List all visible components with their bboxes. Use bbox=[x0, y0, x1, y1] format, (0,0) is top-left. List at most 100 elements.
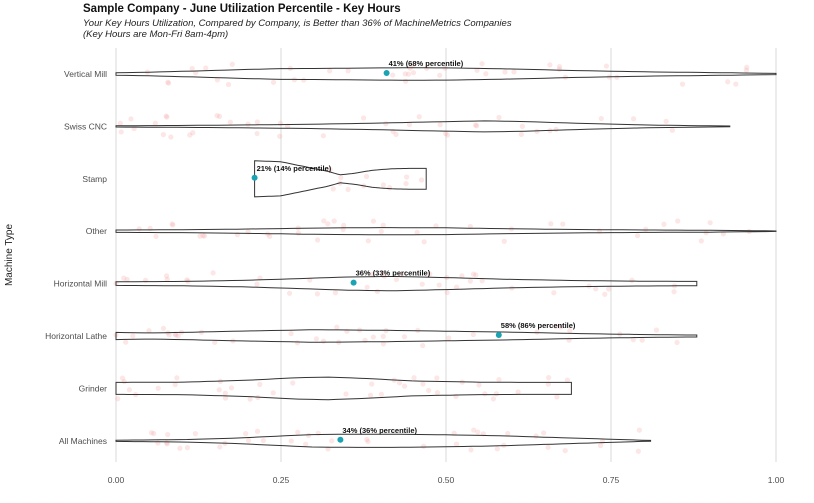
jitter-point bbox=[467, 278, 473, 284]
jitter-point bbox=[494, 446, 500, 452]
jitter-point bbox=[155, 385, 161, 391]
company-value-label: 34% (36% percentile) bbox=[342, 426, 417, 435]
jitter-point bbox=[360, 115, 367, 121]
jitter-point bbox=[270, 79, 277, 85]
jitter-point bbox=[117, 120, 123, 126]
jitter-point bbox=[295, 429, 301, 435]
jitter-point bbox=[419, 281, 425, 287]
jitter-point bbox=[444, 132, 450, 138]
jitter-point bbox=[314, 291, 321, 297]
violin-shape bbox=[115, 376, 572, 401]
jitter-point bbox=[243, 430, 249, 437]
jitter-point bbox=[380, 341, 387, 347]
jitter-point bbox=[502, 69, 508, 75]
jitter-point bbox=[598, 115, 604, 122]
jitter-point bbox=[121, 275, 127, 281]
jitter-point bbox=[414, 229, 420, 235]
jitter-point bbox=[475, 429, 481, 435]
chart-subtitle: Your Key Hours Utilization, Compared by … bbox=[83, 18, 512, 40]
jitter-point bbox=[674, 339, 680, 346]
jitter-point bbox=[416, 114, 422, 120]
chart-title: Sample Company - June Utilization Percen… bbox=[83, 3, 401, 15]
jitter-point bbox=[634, 233, 641, 239]
jitter-point bbox=[115, 396, 121, 402]
jitter-point bbox=[277, 120, 284, 126]
category-label: Swiss CNC bbox=[64, 121, 107, 131]
jitter-point bbox=[320, 338, 327, 344]
jitter-point bbox=[675, 218, 681, 224]
jitter-point bbox=[653, 327, 660, 333]
jitter-point bbox=[118, 129, 124, 135]
jitter-point bbox=[479, 61, 485, 67]
jitter-point bbox=[288, 438, 294, 444]
jitter-point bbox=[168, 134, 174, 140]
jitter-point bbox=[128, 116, 134, 122]
jitter-point bbox=[401, 334, 408, 340]
jitter-point bbox=[567, 328, 573, 334]
company-value-label: 36% (33% percentile) bbox=[356, 269, 431, 278]
jitter-point bbox=[437, 72, 443, 78]
category-label: Horizontal Lathe bbox=[45, 331, 107, 341]
jitter-point bbox=[212, 339, 218, 345]
jitter-point bbox=[370, 334, 376, 340]
jitter-point bbox=[420, 381, 426, 387]
violin-shape bbox=[115, 227, 777, 236]
jitter-point bbox=[277, 133, 283, 139]
y-axis-label: Machine Type bbox=[4, 224, 15, 287]
jitter-point bbox=[556, 64, 563, 70]
jitter-point bbox=[184, 445, 191, 451]
jitter-point bbox=[560, 221, 566, 227]
jitter-point bbox=[288, 330, 294, 337]
jitter-point bbox=[192, 431, 198, 437]
jitter-point bbox=[614, 74, 620, 80]
violin-shape bbox=[115, 67, 777, 81]
jitter-point bbox=[411, 375, 417, 381]
jitter-point bbox=[558, 324, 564, 330]
jitter-point bbox=[245, 121, 251, 127]
jitter-point bbox=[187, 132, 193, 138]
jitter-point bbox=[548, 221, 554, 227]
jitter-point bbox=[476, 382, 482, 388]
jitter-point bbox=[119, 375, 126, 381]
violin-shape bbox=[115, 433, 652, 448]
company-value-point bbox=[495, 332, 502, 338]
jitter-point bbox=[177, 445, 183, 451]
jitter-point bbox=[294, 340, 301, 346]
jitter-point bbox=[332, 290, 339, 296]
jitter-point bbox=[343, 391, 349, 397]
jitter-point bbox=[160, 132, 166, 138]
jitter-point bbox=[130, 333, 136, 339]
jitter-point bbox=[406, 121, 413, 128]
jitter-point bbox=[374, 288, 380, 295]
jitter-point bbox=[152, 120, 158, 126]
jitter-point bbox=[175, 333, 181, 339]
jitter-point bbox=[210, 270, 216, 276]
jitter-point bbox=[603, 63, 609, 69]
jitter-point bbox=[468, 447, 474, 453]
company-value-label: 21% (14% percentile) bbox=[257, 164, 332, 173]
jitter-point bbox=[403, 180, 409, 187]
jitter-point bbox=[172, 382, 178, 388]
jitter-point bbox=[320, 133, 326, 139]
jitter-point bbox=[143, 277, 149, 283]
x-tick-label: 0.75 bbox=[603, 475, 620, 485]
jitter-point bbox=[245, 437, 252, 444]
jitter-point bbox=[433, 223, 439, 229]
jitter-point bbox=[189, 65, 195, 72]
jitter-point bbox=[286, 290, 293, 296]
jitter-point bbox=[630, 337, 636, 343]
jitter-point bbox=[306, 432, 312, 439]
jitter-point bbox=[169, 221, 175, 227]
jitter-point bbox=[474, 123, 480, 129]
jitter-point bbox=[201, 233, 208, 239]
jitter-point bbox=[270, 390, 276, 396]
jitter-point bbox=[420, 342, 426, 349]
jitter-point bbox=[165, 431, 171, 438]
jitter-point bbox=[379, 270, 385, 276]
jitter-point bbox=[378, 391, 385, 397]
jitter-point bbox=[164, 114, 170, 120]
jitter-point bbox=[402, 71, 408, 77]
violin-shape bbox=[115, 329, 698, 343]
jitter-point bbox=[418, 177, 425, 183]
jitter-point bbox=[229, 61, 235, 67]
